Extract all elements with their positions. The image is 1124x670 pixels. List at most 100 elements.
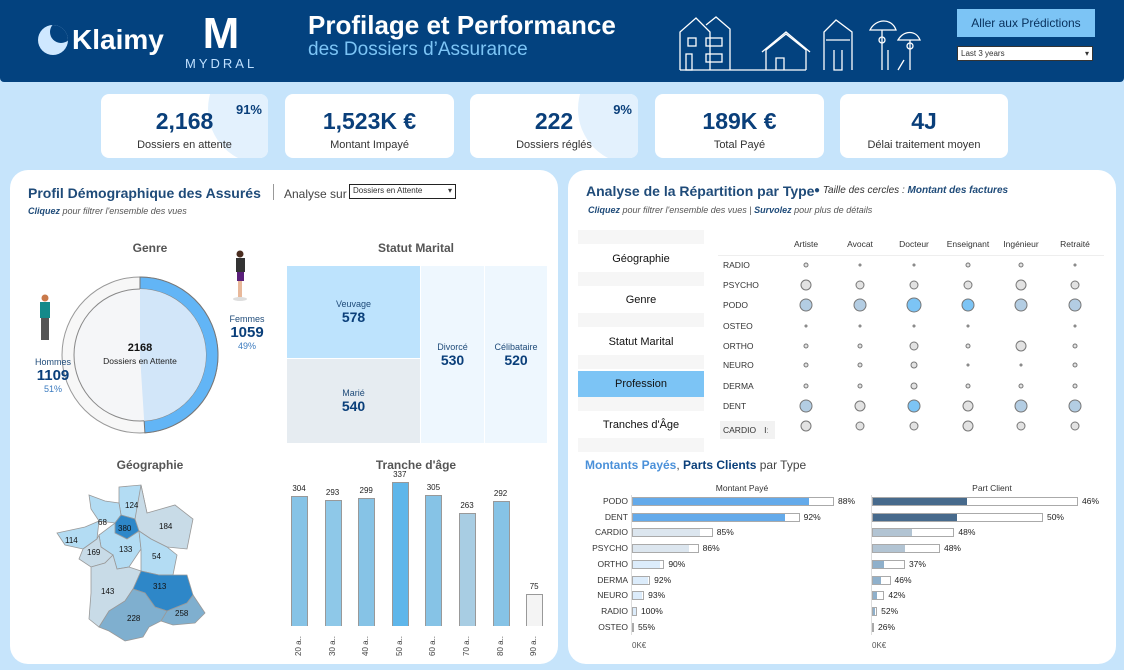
region-paca[interactable] (160, 594, 206, 626)
age-bar[interactable] (459, 513, 476, 626)
nav-item-4[interactable]: Tranches d'Âge (578, 412, 704, 438)
age-bar[interactable] (526, 593, 544, 626)
kpi-total-paye[interactable]: 189K € Total Payé (655, 94, 824, 158)
bubble[interactable] (907, 399, 921, 413)
paid-bar[interactable] (632, 497, 834, 506)
marital-marie[interactable]: Marié 540 (287, 359, 420, 443)
bubble[interactable] (1014, 399, 1028, 413)
client-bar[interactable] (872, 528, 955, 538)
bubble[interactable] (909, 421, 919, 431)
bubble[interactable] (965, 343, 971, 349)
bubble[interactable] (858, 324, 862, 328)
age-bar[interactable] (324, 500, 342, 626)
bubble[interactable] (909, 280, 919, 290)
bubble[interactable] (961, 298, 975, 312)
nav-item-2[interactable]: Statut Marital (578, 329, 704, 355)
bubble[interactable] (966, 324, 970, 328)
genre-title[interactable]: Genre (132, 241, 168, 255)
bubble[interactable] (910, 361, 918, 369)
client-bar[interactable] (872, 591, 885, 601)
bubble[interactable] (1072, 343, 1078, 349)
kpi-delai-traitement[interactable]: 4J Délai traitement moyen (840, 94, 1008, 158)
bubble[interactable] (853, 298, 867, 312)
bubble[interactable] (803, 383, 809, 389)
bubble[interactable] (857, 383, 863, 389)
bubble[interactable] (799, 399, 813, 413)
analyse-select[interactable]: Dossiers en Attente ▾ (349, 184, 456, 199)
bubble[interactable] (803, 262, 809, 268)
bubble[interactable] (804, 324, 808, 328)
age-bar[interactable] (492, 500, 510, 626)
bubble[interactable] (1073, 263, 1077, 267)
bubble[interactable] (1019, 363, 1023, 367)
bubble[interactable] (1016, 421, 1026, 431)
client-bar[interactable] (872, 497, 1078, 506)
paid-bar[interactable] (632, 575, 651, 585)
client-bar[interactable] (872, 575, 891, 585)
bubble[interactable] (1018, 383, 1024, 389)
hommes-legend[interactable]: Hommes 1109 51% (28, 357, 78, 394)
paid-bar[interactable] (632, 622, 635, 632)
bubble[interactable] (906, 297, 922, 313)
france-map[interactable]: 124 68 380 184 114 133 169 54 313 143 25… (55, 483, 215, 643)
bubble[interactable] (855, 421, 865, 431)
femmes-legend[interactable]: Femmes 1059 49% (222, 314, 272, 351)
bubble[interactable] (803, 343, 809, 349)
sort-icon[interactable]: Iː (764, 425, 769, 435)
bubble[interactable] (1070, 421, 1080, 431)
kpi-montant-impaye[interactable]: 1,523K € Montant Impayé (285, 94, 454, 158)
bubble[interactable] (965, 262, 971, 268)
genre-donut[interactable] (60, 275, 220, 435)
bubble[interactable] (800, 420, 812, 432)
bubble[interactable] (966, 363, 970, 367)
paid-bar[interactable] (632, 606, 638, 616)
bubble[interactable] (962, 400, 974, 412)
bubble[interactable] (963, 280, 973, 290)
marital-veuvage[interactable]: Veuvage 578 (287, 266, 420, 358)
bubble[interactable] (857, 343, 863, 349)
bubble[interactable] (857, 362, 863, 368)
bubble[interactable] (799, 298, 813, 312)
paid-bar[interactable] (632, 544, 699, 554)
bubble[interactable] (1073, 324, 1077, 328)
femmes-inner[interactable] (140, 289, 207, 421)
bubble[interactable] (855, 280, 865, 290)
go-to-predictions-button[interactable]: Aller aux Prédictions (957, 9, 1095, 37)
age-bar[interactable] (358, 497, 376, 626)
bubble[interactable] (800, 279, 812, 291)
bubble[interactable] (1015, 279, 1027, 291)
bubble[interactable] (910, 382, 918, 390)
bubble[interactable] (1014, 298, 1028, 312)
paid-bar[interactable] (632, 591, 645, 601)
client-bar[interactable] (872, 544, 940, 554)
age-bar[interactable] (391, 481, 409, 626)
client-bar[interactable] (872, 559, 905, 569)
bubble[interactable] (1072, 383, 1078, 389)
period-select[interactable]: Last 3 years ▾ (957, 46, 1093, 61)
marital-celibataire[interactable]: Célibataire 520 (485, 266, 547, 443)
bubble[interactable] (1068, 399, 1082, 413)
bubble[interactable] (965, 383, 971, 389)
bubble[interactable] (1068, 298, 1082, 312)
region-occitanie[interactable] (98, 588, 168, 642)
nav-item-1[interactable]: Genre (578, 287, 704, 313)
bubble[interactable] (854, 400, 866, 412)
bubble[interactable] (1070, 280, 1080, 290)
bubble[interactable] (912, 324, 916, 328)
bubble[interactable] (1018, 262, 1024, 268)
nav-item-3[interactable]: Profession (578, 371, 704, 397)
bubble[interactable] (962, 420, 974, 432)
bubble[interactable] (858, 263, 862, 267)
paid-bar[interactable] (632, 512, 800, 522)
bubble[interactable] (912, 263, 916, 267)
bubble[interactable] (1015, 340, 1027, 352)
client-bar[interactable] (872, 622, 875, 632)
kpi-dossiers-en-attente[interactable]: 91% 2,168 Dossiers en attente (101, 94, 268, 158)
client-bar[interactable] (872, 606, 878, 616)
bubble[interactable] (803, 362, 809, 368)
bubble[interactable] (909, 341, 919, 351)
age-bar[interactable] (425, 495, 443, 626)
client-bar[interactable] (872, 512, 1043, 522)
region-grand-est[interactable] (134, 484, 194, 550)
paid-bar[interactable] (632, 528, 713, 538)
